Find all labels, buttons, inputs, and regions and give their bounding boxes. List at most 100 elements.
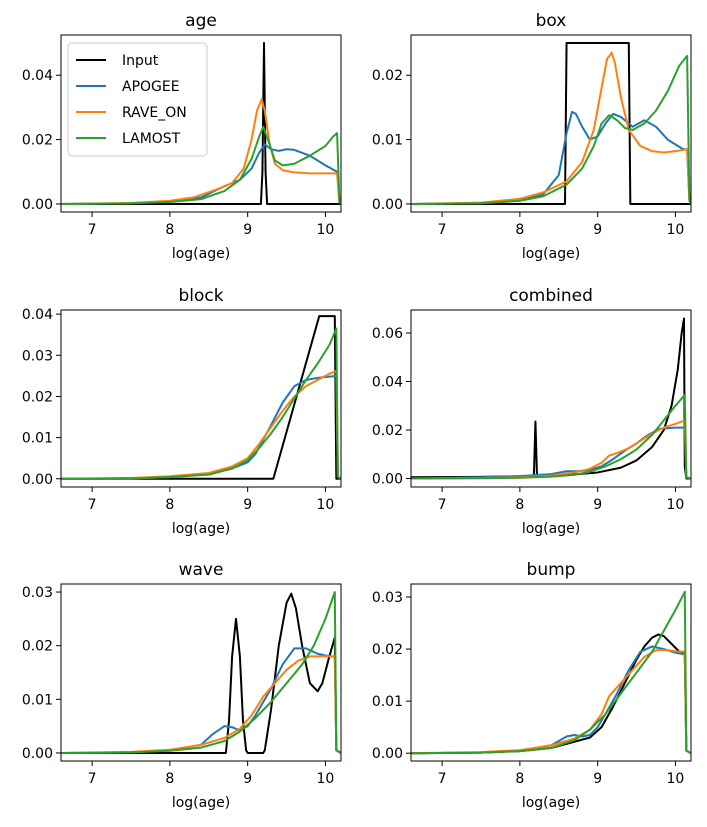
series-line-input [61,592,341,754]
series-line-apogee [411,645,691,755]
y-tick-label: 0.02 [372,642,403,658]
x-tick-label: 9 [593,497,602,513]
x-tick-label: 8 [515,771,524,787]
x-tick-label: 10 [667,771,685,787]
y-tick-label: 0.02 [22,389,53,405]
panel-title: box [536,11,567,31]
x-tick-label: 7 [88,497,97,513]
series-line-apogee [411,110,691,205]
x-tick-label: 9 [243,222,252,238]
x-tick-label: 9 [243,497,252,513]
plot-area [61,315,341,480]
y-tick-label: 0.04 [22,68,53,84]
series-line-apogee [411,426,691,480]
x-tick-label: 10 [667,497,685,513]
panel-age: 7 8 9 10 0.00 0.02 0.04 age log(age) Input APOGEE R… [22,11,342,262]
axes-frame [60,583,342,762]
y-tick-label: 0.02 [22,639,53,655]
series-line-rave-on [61,655,341,754]
series-line-lamost [61,327,341,480]
x-axis-label: log(age) [522,795,580,811]
series-line-rave-on [411,649,691,755]
x-tick-label: 8 [165,222,174,238]
y-tick-label: 0.03 [22,348,53,364]
x-tick-label: 7 [438,222,447,238]
x-tick-label: 7 [88,222,97,238]
x-axis-label: log(age) [172,795,230,811]
series-line-rave-on [411,51,691,205]
y-tick-label: 0.02 [372,68,403,84]
y-tick-label: 0.00 [22,746,53,762]
x-tick-label: 8 [515,497,524,513]
axes-frame [60,309,342,488]
legend-label-rave-on: RAVE_ON [122,105,187,121]
x-axis-label: log(age) [172,246,230,262]
panel-title: combined [509,286,593,306]
series-line-lamost [61,591,341,754]
x-axis-label: log(age) [522,246,580,262]
plot-area [411,317,691,480]
y-tick-label: 0.01 [372,133,403,149]
axes-frame [410,583,692,762]
x-tick-label: 10 [317,222,335,238]
panel-box: 7 8 9 10 0.00 0.01 0.02 box log(age) [372,11,692,262]
x-axis-label: log(age) [172,521,230,537]
series-line-input [411,633,691,755]
plot-area [411,42,691,205]
panel-title: age [185,11,217,31]
legend-label-apogee: APOGEE [122,79,180,95]
y-tick-label: 0.04 [372,375,403,391]
x-tick-label: 9 [593,222,602,238]
y-tick-label: 0.04 [22,307,53,323]
x-tick-label: 9 [243,771,252,787]
axes-frame [410,309,692,488]
panel-wave: 7 8 9 10 0.00 0.01 0.02 0.03 wave log(age) [22,560,342,811]
plot-area [411,590,691,755]
x-tick-label: 8 [165,497,174,513]
plot-area [61,42,341,205]
y-tick-label: 0.02 [372,423,403,439]
panel-bump: 7 8 9 10 0.00 0.01 0.02 0.03 bump log(age) [372,560,692,811]
panel-block: 7 8 9 10 0.00 0.01 0.02 0.03 0.04 block log(age) [22,286,342,537]
y-tick-label: 0.00 [372,197,403,213]
series-line-input [61,315,341,480]
x-tick-label: 9 [593,771,602,787]
y-tick-label: 0.00 [372,746,403,762]
x-tick-label: 10 [317,497,335,513]
series-line-input [411,317,691,480]
series-line-lamost [411,590,691,755]
y-tick-label: 0.01 [22,431,53,447]
series-line-rave-on [61,369,341,480]
x-tick-label: 7 [438,497,447,513]
y-tick-label: 0.02 [22,133,53,149]
legend-label-input: Input [122,53,159,69]
series-line-input [61,42,341,205]
x-tick-label: 7 [88,771,97,787]
series-line-rave-on [61,98,341,205]
x-tick-label: 7 [438,771,447,787]
x-tick-label: 10 [667,222,685,238]
panel-title: bump [527,560,576,580]
x-tick-label: 10 [317,771,335,787]
panel-combined: 7 8 9 10 0.00 0.02 0.04 0.06 combined log(age) [372,286,692,537]
y-tick-label: 0.00 [372,472,403,488]
series-line-lamost [411,54,691,205]
panel-title: block [178,286,223,306]
y-tick-label: 0.06 [372,326,403,342]
legend-box [67,42,208,157]
y-tick-label: 0.00 [22,197,53,213]
x-tick-label: 8 [165,771,174,787]
panel-title: wave [179,560,224,580]
y-tick-label: 0.01 [372,694,403,710]
series-line-lamost [61,125,341,205]
y-tick-label: 0.01 [22,692,53,708]
axes-frame [410,34,692,213]
series-line-input [411,42,691,205]
plot-area [61,591,341,754]
axes-frame [60,34,342,213]
y-tick-label: 0.03 [372,590,403,606]
x-axis-label: log(age) [522,521,580,537]
series-line-apogee [61,647,341,754]
x-tick-label: 8 [515,222,524,238]
